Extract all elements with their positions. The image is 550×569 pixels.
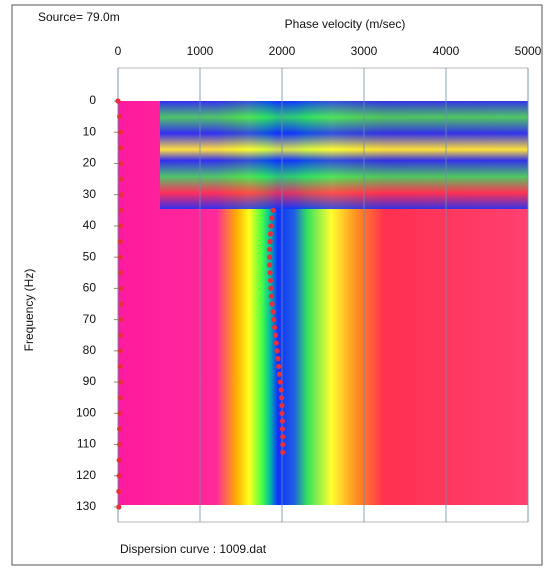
curve-point [267, 238, 273, 245]
y-tick-label: 60 [83, 281, 97, 295]
x-tick-label: 3000 [351, 44, 378, 58]
curve-point [267, 246, 273, 252]
curve-point [118, 285, 124, 291]
y-tick-label: 80 [83, 343, 97, 357]
x-axis-label: Phase velocity (m/sec) [285, 17, 406, 31]
y-tick-label: 100 [76, 405, 96, 419]
curve-point [276, 371, 283, 377]
curve-point [116, 457, 122, 463]
curve-point [118, 160, 124, 167]
x-tick-label: 2000 [269, 44, 296, 58]
curve-point [119, 301, 125, 307]
x-tick-label: 1000 [187, 44, 214, 58]
curve-point [279, 426, 286, 432]
footer-label: Dispersion curve : 1009.dat [120, 542, 267, 556]
curve-point [118, 176, 124, 182]
y-tick-label: 0 [89, 93, 96, 107]
x-tick-label: 4000 [433, 44, 460, 58]
x-tick-label: 5000 [515, 44, 542, 58]
curve-point [280, 449, 286, 455]
curve-point [117, 363, 124, 370]
curve-point [116, 488, 122, 494]
curve-point [279, 418, 286, 424]
x-tick-label: 0 [115, 44, 122, 58]
curve-point [273, 340, 279, 346]
curve-point [118, 145, 124, 151]
curve-point [270, 207, 276, 213]
curve-point [279, 402, 285, 409]
curve-point [117, 410, 123, 416]
curve-point [268, 223, 274, 229]
curve-point [117, 129, 124, 135]
curve-point [117, 254, 124, 260]
curve-point [117, 426, 123, 432]
curve-point [279, 410, 285, 416]
curve-point [118, 317, 124, 323]
curve-point [119, 192, 125, 198]
y-tick-label: 110 [77, 437, 96, 451]
curve-point [115, 98, 121, 104]
curve-point [267, 262, 273, 268]
curve-point [277, 379, 283, 385]
frame [11, 4, 543, 566]
curve-point [118, 332, 124, 338]
curve-point [272, 332, 279, 338]
curve-point [275, 356, 281, 362]
y-tick-label: 50 [83, 249, 97, 263]
y-tick-label: 90 [83, 374, 97, 388]
y-tick-label: 120 [76, 468, 96, 482]
curve-point [280, 434, 286, 440]
curve-point [269, 301, 275, 307]
curve-point [280, 441, 286, 448]
curve-point [269, 215, 275, 221]
chart-title: Source= 79.0m [38, 10, 120, 24]
curve-point [278, 395, 285, 401]
y-tick-label: 20 [83, 156, 97, 170]
curve-point [274, 348, 280, 354]
curve-point [272, 324, 278, 331]
y-tick-label: 70 [83, 312, 97, 326]
curve-point [117, 348, 124, 354]
curve-point [116, 504, 122, 510]
y-tick-label: 130 [76, 499, 96, 513]
curve-point [267, 270, 273, 276]
y-axis-label: Frequency (Hz) [22, 269, 36, 352]
dispersion-image-band [160, 101, 528, 209]
curve-point [116, 473, 122, 479]
curve-point [268, 293, 274, 299]
curve-point [117, 441, 123, 448]
curve-point [276, 363, 282, 370]
curve-point [118, 223, 124, 229]
curve-point [118, 207, 124, 213]
curve-point [118, 270, 124, 276]
curve-point [267, 231, 274, 237]
curve-point [268, 285, 274, 291]
curve-point [117, 238, 124, 245]
curve-point [267, 277, 274, 284]
y-tick-label: 40 [83, 218, 97, 232]
curve-point [118, 379, 124, 385]
curve-point [271, 317, 277, 323]
y-tick-label: 10 [83, 124, 97, 138]
curve-point [278, 387, 284, 393]
curve-point [270, 309, 276, 315]
curve-point [117, 395, 124, 401]
y-tick-label: 30 [83, 187, 97, 201]
curve-point [267, 254, 273, 260]
curve-point [117, 114, 123, 120]
